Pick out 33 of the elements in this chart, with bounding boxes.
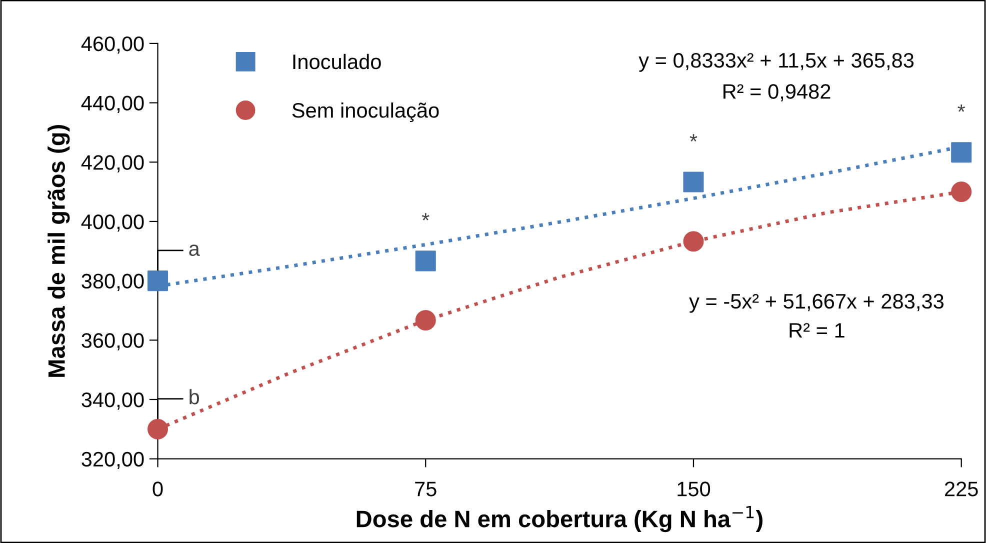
annotation: R² = 0,9482 <box>724 84 830 102</box>
x-tick-label: 150 <box>678 482 710 496</box>
x-tick-label: 75 <box>415 482 436 496</box>
annotation: b <box>190 389 200 404</box>
y-tick-label: 400,00 <box>81 214 144 232</box>
y-tick-label: 420,00 <box>81 155 144 172</box>
point <box>147 418 168 440</box>
annotation: * <box>958 104 966 112</box>
x-axis-title: Dose de N em cobertura (Kg N ha$^{−1}$) <box>356 506 762 532</box>
legend-label: Sem inoculação <box>292 102 439 122</box>
point <box>415 310 436 331</box>
annotation: * <box>422 213 430 220</box>
annotation: a <box>189 244 200 256</box>
y-tick-label: 340,00 <box>82 392 144 410</box>
point <box>683 231 704 252</box>
point <box>951 182 972 202</box>
y-tick-label: 440,00 <box>81 96 144 113</box>
point <box>415 250 436 272</box>
y-tick-label: 380,00 <box>82 274 144 292</box>
y-axis-title: Massa de mil grãos (g) <box>48 125 70 377</box>
annotation: y = 0,8333x² + 11,5x + 365,83 <box>638 52 914 72</box>
annotation: R² = 1 <box>790 323 844 338</box>
annotation: * <box>690 134 698 142</box>
point <box>683 172 704 192</box>
x-tick-label: 0 <box>152 482 163 496</box>
annotation: y = -5x² + 51,667x + 283,33 <box>689 294 944 313</box>
y-tick-label: 320,00 <box>82 452 144 470</box>
y-tick-label: 360,00 <box>82 333 144 350</box>
y-tick-label: 460,00 <box>81 36 144 54</box>
x-tick-label: 225 <box>945 482 978 496</box>
legend-label: Inoculado <box>293 54 381 70</box>
point <box>147 270 168 292</box>
point <box>951 142 972 163</box>
